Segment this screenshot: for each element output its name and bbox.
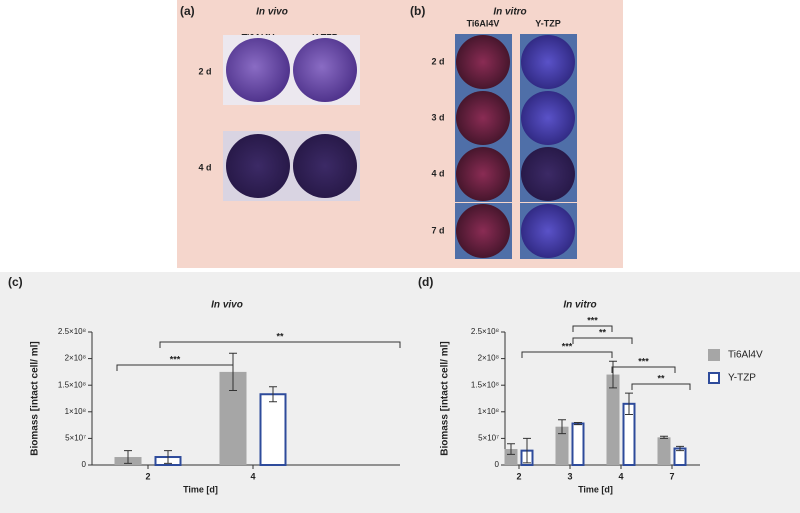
dish bbox=[293, 134, 357, 198]
y-tick-label: 2×10⁸ bbox=[65, 354, 86, 363]
legend-swatch bbox=[708, 372, 720, 384]
row-label: 4 d bbox=[198, 162, 211, 172]
significance-bracket bbox=[631, 383, 691, 390]
error-bar bbox=[507, 443, 515, 455]
panel-label: (d) bbox=[418, 275, 433, 289]
y-tick-label: 1.5×10⁸ bbox=[58, 380, 86, 389]
column-header: Y-TZP bbox=[535, 18, 561, 28]
row-label: 4 d bbox=[431, 168, 444, 178]
bar bbox=[571, 422, 585, 466]
row-label: 2 d bbox=[431, 56, 444, 66]
chart-title: In vivo bbox=[211, 300, 243, 311]
legend-label: Ti6Al4V bbox=[728, 350, 763, 361]
significance-label: *** bbox=[587, 315, 598, 325]
significance-label: ** bbox=[276, 331, 284, 341]
significance-bracket bbox=[116, 364, 234, 371]
dish bbox=[521, 204, 575, 258]
y-tick-label: 5×10⁷ bbox=[65, 434, 86, 443]
x-axis-label: Time [d] bbox=[183, 484, 218, 494]
dish bbox=[226, 134, 290, 198]
significance-bracket bbox=[572, 337, 633, 344]
panel-a: (a) In vivo Ti6Al4V Y-TZP 2 d 4 d bbox=[180, 4, 360, 201]
panel-title: In vivo bbox=[256, 7, 288, 18]
dish bbox=[521, 35, 575, 89]
significance-label: *** bbox=[562, 341, 573, 351]
error-bar bbox=[229, 352, 237, 392]
dish bbox=[521, 147, 575, 201]
row-label: 7 d bbox=[431, 225, 444, 235]
error-bar bbox=[660, 435, 668, 439]
bar bbox=[657, 437, 671, 465]
x-tick-label: 2 bbox=[145, 471, 150, 481]
chart-background bbox=[0, 272, 800, 513]
panel-b: (b) In vitro Ti6Al4V Y-TZP 2 d 3 d 4 d 7… bbox=[410, 4, 577, 259]
dish bbox=[456, 91, 510, 145]
error-bar bbox=[609, 360, 617, 389]
error-bar bbox=[124, 450, 132, 464]
error-bar bbox=[523, 437, 531, 464]
legend-swatch bbox=[708, 349, 720, 361]
dish bbox=[293, 38, 357, 102]
x-tick-label: 3 bbox=[567, 471, 572, 481]
y-tick-label: 2.5×10⁸ bbox=[471, 327, 499, 336]
legend-label: Y-TZP bbox=[728, 373, 756, 384]
bar bbox=[555, 426, 569, 465]
x-tick-label: 4 bbox=[250, 471, 255, 481]
x-axis-label: Time [d] bbox=[578, 484, 613, 494]
y-tick-label: 0 bbox=[82, 460, 87, 469]
y-tick-label: 1.5×10⁸ bbox=[471, 380, 499, 389]
error-bar bbox=[558, 419, 566, 435]
bar bbox=[259, 393, 287, 466]
significance-label: ** bbox=[599, 327, 607, 337]
chart-title: In vitro bbox=[563, 300, 596, 311]
y-tick-label: 2×10⁸ bbox=[478, 354, 499, 363]
significance-label: ** bbox=[657, 373, 665, 383]
y-tick-label: 1×10⁸ bbox=[65, 407, 86, 416]
error-bar bbox=[164, 450, 172, 464]
significance-label: *** bbox=[638, 356, 649, 366]
dish bbox=[521, 91, 575, 145]
y-axis-label: Biomass [intact cell/ ml] bbox=[440, 341, 451, 455]
column-header: Ti6Al4V bbox=[467, 18, 500, 28]
panel-label: (c) bbox=[8, 275, 23, 289]
y-tick-label: 2.5×10⁸ bbox=[58, 327, 86, 336]
x-tick-label: 2 bbox=[516, 471, 521, 481]
dish bbox=[456, 147, 510, 201]
significance-bracket bbox=[611, 366, 676, 373]
y-tick-label: 0 bbox=[495, 460, 500, 469]
panel-label: (a) bbox=[180, 4, 195, 18]
significance-label: *** bbox=[170, 354, 181, 364]
significance-bracket bbox=[572, 325, 613, 332]
dish bbox=[226, 38, 290, 102]
error-bar bbox=[269, 386, 277, 403]
error-bar bbox=[625, 392, 633, 415]
panel-title: In vitro bbox=[493, 7, 526, 18]
y-tick-label: 5×10⁷ bbox=[478, 434, 499, 443]
y-tick-label: 1×10⁸ bbox=[478, 407, 499, 416]
bar bbox=[504, 449, 518, 465]
y-axis-label: Biomass [intact cell/ ml] bbox=[30, 341, 41, 455]
dish bbox=[456, 204, 510, 258]
significance-bracket bbox=[521, 351, 613, 358]
x-tick-label: 4 bbox=[618, 471, 623, 481]
significance-bracket bbox=[159, 341, 401, 348]
error-bar bbox=[676, 445, 684, 452]
row-label: 3 d bbox=[431, 112, 444, 122]
bar bbox=[606, 374, 620, 465]
x-tick-label: 7 bbox=[669, 471, 674, 481]
dish bbox=[456, 35, 510, 89]
error-bar bbox=[574, 421, 582, 426]
row-label: 2 d bbox=[198, 66, 211, 76]
panel-label: (b) bbox=[410, 4, 425, 18]
